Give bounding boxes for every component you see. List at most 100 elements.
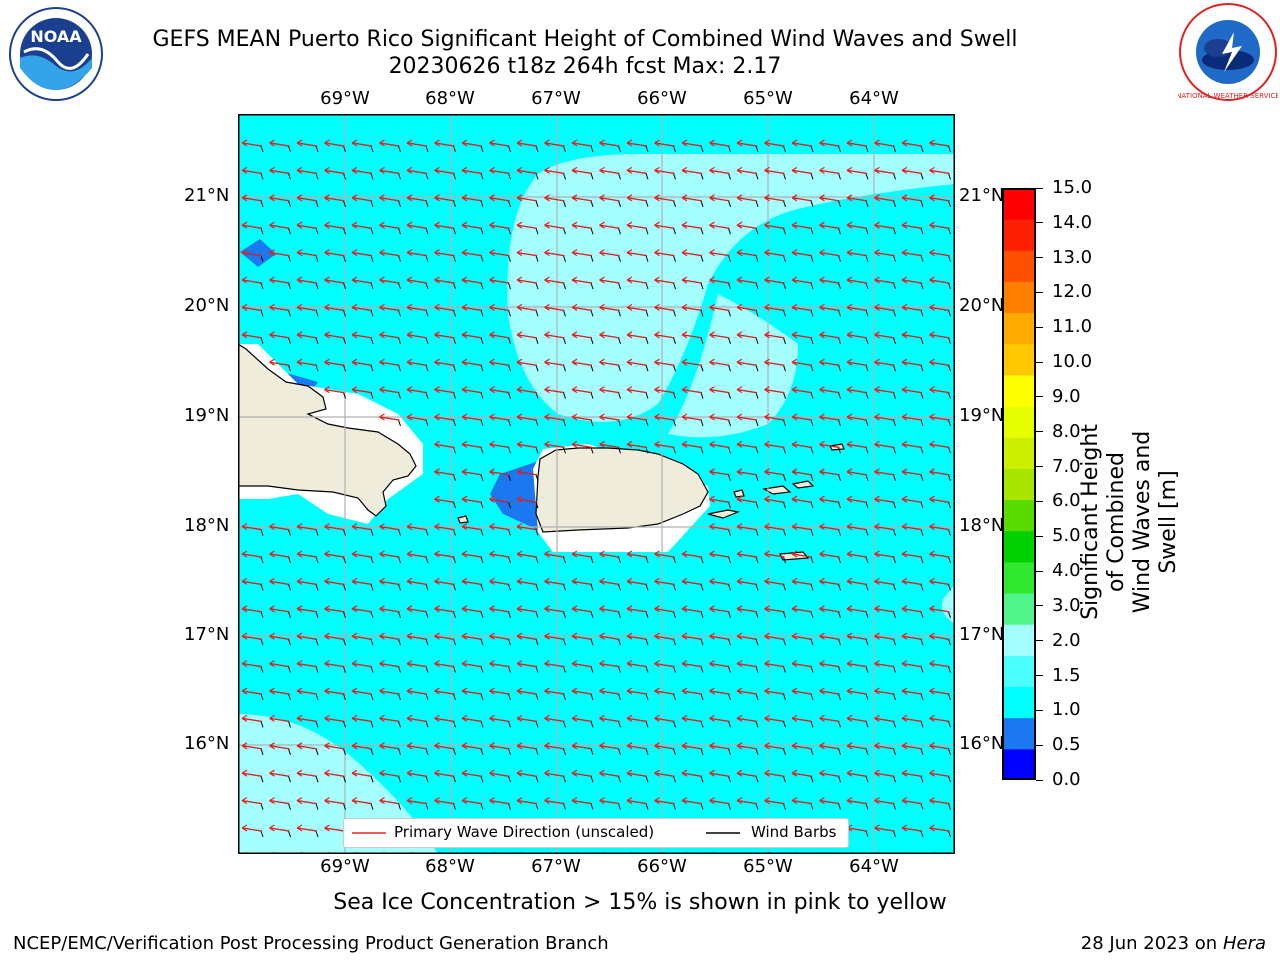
wave-direction-arrow [544, 632, 565, 640]
nws-logo-icon: NATIONAL WEATHER SERVICE [1178, 3, 1278, 101]
wave-direction-arrow [626, 386, 648, 394]
wave-direction-arrow [929, 632, 950, 640]
wave-direction-arrow [654, 714, 675, 722]
wave-direction-arrow [489, 605, 510, 613]
wave-direction-arrow [901, 660, 923, 668]
lon-label-top: 67°W [531, 88, 581, 109]
wave-direction-arrow [819, 495, 840, 503]
wave-direction-arrow [351, 550, 373, 558]
wave-direction-arrow [434, 303, 455, 311]
wave-direction-arrow [764, 632, 785, 640]
wave-direction-arrow [296, 797, 318, 805]
wave-direction-arrow [599, 660, 620, 668]
wave-direction-arrow [929, 797, 950, 805]
wave-direction-arrow [406, 331, 428, 339]
wave-direction-arrow [764, 687, 785, 695]
wave-direction-arrow [736, 468, 758, 476]
colorbar-tick-label: 13.0 [1052, 246, 1093, 268]
wave-direction-arrow [846, 714, 868, 722]
wave-direction-arrow [626, 687, 648, 695]
wave-direction-arrow [489, 495, 510, 503]
wave-direction-arrow [709, 194, 730, 202]
wave-direction-arrow [709, 249, 730, 257]
wave-direction-arrow [626, 550, 648, 558]
wave-direction-arrow [736, 605, 758, 613]
wave-direction-arrow [626, 577, 648, 585]
wave-direction-arrow [626, 742, 648, 750]
wave-direction-arrow [351, 386, 373, 394]
wave-direction-arrow [461, 605, 483, 613]
lat-label-left: 18°N [184, 515, 230, 536]
wave-direction-arrow [736, 413, 758, 421]
wave-direction-arrow [819, 687, 840, 695]
wave-direction-arrow [626, 660, 648, 668]
wave-direction-arrow [461, 166, 483, 174]
wave-direction-arrow [929, 166, 950, 174]
wave-direction-arrow [241, 139, 263, 147]
wave-direction-arrow [901, 440, 923, 448]
wave-contour-1m [240, 239, 276, 267]
wave-direction-arrow [324, 358, 345, 366]
wave-direction-arrow [626, 440, 648, 448]
colorbar-tick-label: 12.0 [1052, 281, 1093, 303]
wave-direction-arrow [709, 769, 730, 777]
wave-direction-arrow [434, 632, 455, 640]
colorbar-tick-mark [1036, 535, 1043, 537]
wave-direction-arrow [324, 577, 345, 585]
wave-direction-arrow [901, 468, 923, 476]
wave-direction-arrow [819, 221, 840, 229]
wave-direction-arrow [241, 331, 263, 339]
wave-direction-arrow [929, 824, 950, 832]
wave-direction-arrow [296, 632, 318, 640]
wave-direction-arrow [929, 386, 950, 394]
wave-direction-arrow [599, 605, 620, 613]
wave-direction-arrow [764, 194, 785, 202]
wave-direction-arrow [516, 495, 538, 503]
footer-credit: NCEP/EMC/Verification Post Processing Pr… [13, 933, 609, 954]
wave-direction-arrow [461, 139, 483, 147]
colorbar-tick-label: 15.0 [1052, 177, 1093, 198]
wave-direction-arrow [461, 495, 483, 503]
wave-direction-arrow [571, 221, 593, 229]
wave-direction-arrow [626, 276, 648, 284]
wave-direction-arrow [241, 221, 263, 229]
wave-direction-arrow [819, 797, 840, 805]
colorbar-tick-mark [1036, 431, 1043, 433]
wave-direction-arrow [764, 660, 785, 668]
wave-direction-arrow [296, 221, 318, 229]
wave-direction-arrow [599, 577, 620, 585]
wave-direction-arrow [599, 742, 620, 750]
wave-direction-arrow [434, 605, 455, 613]
wave-direction-arrow [626, 331, 648, 339]
wave-direction-arrow [791, 413, 813, 421]
wave-direction-arrow [269, 632, 290, 640]
colorbar-segment [1002, 343, 1036, 376]
wave-direction-arrow [241, 714, 263, 722]
wave-direction-arrow [269, 577, 290, 585]
chart-title-line1: GEFS MEAN Puerto Rico Significant Height… [152, 27, 1018, 52]
wave-direction-arrow [736, 687, 758, 695]
wave-direction-arrow [599, 303, 620, 311]
colorbar-segment [1002, 748, 1036, 780]
wave-direction-arrow [791, 440, 813, 448]
colorbar-label-line1: Significant Height of Combined [1078, 424, 1129, 620]
wave-direction-arrow [434, 550, 455, 558]
wave-direction-arrow [764, 440, 785, 448]
wave-direction-arrow [819, 769, 840, 777]
wave-direction-arrow [269, 523, 290, 531]
wave-direction-arrow [874, 221, 895, 229]
wave-direction-arrow [709, 468, 730, 476]
wave-direction-arrow [324, 166, 345, 174]
wave-direction-arrow [324, 194, 345, 202]
wave-direction-arrow [736, 632, 758, 640]
wave-direction-arrow [324, 769, 345, 777]
colorbar-tick-mark [1036, 744, 1043, 746]
lat-label-left: 21°N [184, 185, 230, 206]
chart-title-line2: 20230626 t18z 264h fcst Max: 2.17 [388, 54, 782, 79]
wave-direction-arrow [599, 714, 620, 722]
wave-direction-arrow [654, 386, 675, 394]
wave-direction-arrow [461, 276, 483, 284]
wave-direction-arrow [296, 824, 318, 832]
colorbar-tick-mark [1036, 570, 1043, 572]
wave-direction-arrow [874, 358, 895, 366]
